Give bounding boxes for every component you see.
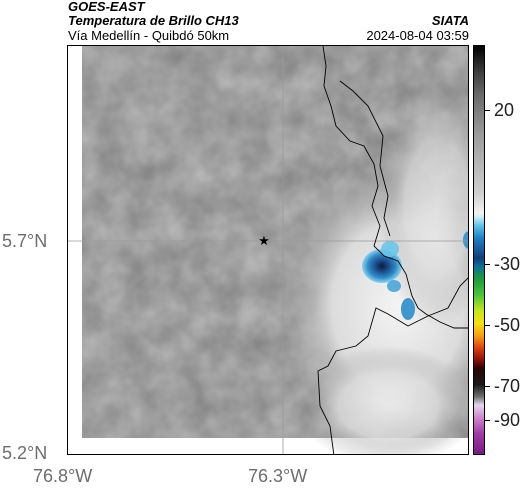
lat-tick-5.2: 5.2°N bbox=[2, 443, 48, 463]
colorbar-label-minus30: -30 bbox=[494, 254, 521, 274]
cold-cloud-secondary bbox=[401, 298, 415, 320]
colorbar-label-minus50: -50 bbox=[494, 315, 521, 335]
lat-tick-5.7: 5.7°N bbox=[2, 231, 48, 251]
satellite-title: GOES-EAST bbox=[68, 0, 145, 14]
agency-label: SIATA bbox=[431, 13, 469, 28]
colorbar-label-20: 20 bbox=[494, 100, 515, 120]
lon-tick-76.8: 76.8°W bbox=[33, 466, 93, 486]
colorbar-label-minus90: -90 bbox=[494, 410, 521, 430]
lon-tick-76.3: 76.3°W bbox=[248, 466, 308, 486]
colorbar bbox=[473, 45, 485, 455]
star-icon: ★ bbox=[258, 233, 270, 248]
map-panel[interactable]: ★ bbox=[67, 45, 469, 455]
colorbar-tick bbox=[485, 420, 490, 421]
colorbar-tick bbox=[485, 325, 490, 326]
colorbar-tick bbox=[485, 386, 490, 387]
datetime-label: 2024-08-04 03:59 bbox=[366, 28, 469, 43]
colorbar-tick bbox=[485, 110, 490, 111]
route-subtitle: Vía Medellín - Quibdó 50km bbox=[68, 28, 230, 43]
colorbar-label-minus70: -70 bbox=[494, 376, 521, 396]
product-title: Temperatura de Brillo CH13 bbox=[68, 13, 239, 28]
colorbar-tick bbox=[485, 264, 490, 265]
department-boundary bbox=[322, 46, 468, 329]
satellite-image: ★ bbox=[68, 46, 468, 454]
cold-cloud-core bbox=[362, 249, 402, 283]
